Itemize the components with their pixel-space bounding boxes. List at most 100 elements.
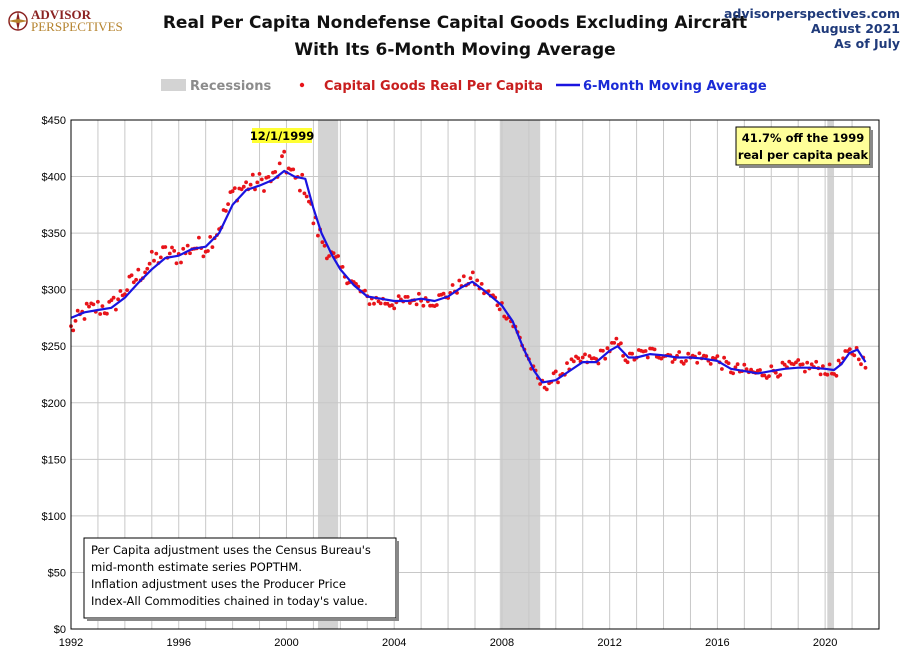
- data-point: [226, 202, 231, 207]
- data-point: [630, 351, 634, 356]
- data-point: [614, 336, 619, 341]
- data-point: [239, 187, 244, 192]
- data-point: [336, 254, 340, 258]
- note-box: [83, 537, 397, 619]
- data-point: [188, 251, 192, 256]
- logo: ADVISOR PERSPECTIVES: [8, 7, 123, 34]
- data-point: [232, 186, 237, 191]
- data-point: [118, 289, 123, 293]
- data-point: [805, 360, 810, 365]
- data-point: [154, 251, 159, 256]
- data-point: [257, 172, 262, 176]
- data-point: [735, 362, 740, 367]
- data-point: [796, 358, 801, 362]
- data-point: [111, 295, 116, 300]
- data-point: [147, 261, 152, 266]
- report-date: August 2021: [811, 21, 900, 36]
- data-point: [244, 180, 249, 185]
- data-point: [495, 303, 500, 308]
- y-tick-label: $350: [42, 228, 66, 240]
- data-point: [84, 301, 89, 306]
- data-point: [704, 354, 709, 359]
- y-tick-label: $150: [42, 454, 66, 466]
- plot-frame: [70, 119, 880, 630]
- data-point: [731, 371, 735, 376]
- data-point: [762, 373, 767, 378]
- data-point: [825, 372, 830, 377]
- callout-line2: real per capita peak: [738, 148, 869, 162]
- data-point: [131, 280, 136, 285]
- data-point: [320, 240, 325, 245]
- data-point: [619, 341, 623, 346]
- data-point: [852, 353, 857, 358]
- data-point: [259, 177, 264, 182]
- data-point: [457, 278, 462, 283]
- data-point: [571, 359, 576, 364]
- compass-icon: [8, 11, 28, 31]
- data-point: [684, 359, 688, 363]
- recession-band-1: [499, 120, 541, 629]
- data-point: [304, 194, 309, 199]
- data-point: [479, 282, 484, 286]
- moving-average-line: [70, 169, 867, 384]
- data-point: [201, 254, 206, 259]
- data-point: [580, 355, 585, 360]
- data-point: [224, 209, 228, 213]
- legend-recession-swatch: [161, 79, 186, 91]
- data-point: [405, 295, 410, 299]
- data-point: [441, 291, 446, 296]
- data-point: [322, 243, 327, 248]
- y-tick-label: $250: [42, 341, 66, 353]
- callout-shadow-bottom: [739, 165, 873, 168]
- data-point: [601, 348, 605, 353]
- y-tick-label: $450: [42, 115, 66, 127]
- data-point: [300, 172, 305, 177]
- x-tick-label: 1996: [166, 637, 190, 649]
- data-point: [291, 167, 296, 172]
- data-point: [230, 189, 235, 194]
- x-tick-label: 2004: [382, 637, 406, 649]
- data-point: [744, 367, 749, 371]
- data-point: [125, 288, 129, 292]
- chart-title-line2: With Its 6-Month Moving Average: [294, 40, 615, 60]
- data-point: [847, 347, 852, 351]
- data-point: [129, 273, 134, 278]
- data-point: [390, 303, 394, 308]
- data-point: [583, 352, 587, 357]
- data-point: [298, 188, 302, 193]
- data-point: [708, 362, 713, 366]
- y-tick-label: $100: [42, 511, 66, 523]
- data-point: [327, 254, 331, 258]
- data-point: [722, 355, 726, 360]
- callout-shadow-right: [870, 130, 873, 168]
- data-point: [814, 359, 819, 364]
- data-point: [720, 367, 724, 371]
- data-point: [181, 246, 186, 251]
- note-line-4: Index-All Commodities chained in today's…: [91, 594, 368, 608]
- data-point: [818, 372, 823, 377]
- data-point: [172, 249, 177, 253]
- data-point: [307, 199, 311, 204]
- data-point: [758, 368, 762, 372]
- chart-title-line1: Real Per Capita Nondefense Capital Goods…: [163, 13, 747, 33]
- data-point: [266, 175, 271, 179]
- site-url: advisorperspectives.com: [724, 6, 900, 21]
- note-line-1: Per Capita adjustment uses the Census Bu…: [91, 543, 371, 557]
- data-point: [681, 361, 686, 366]
- data-point: [803, 369, 807, 374]
- data-point: [605, 346, 610, 351]
- data-point: [210, 245, 215, 250]
- data-point: [643, 349, 648, 353]
- data-point: [726, 361, 731, 366]
- data-point: [116, 297, 120, 302]
- data-point: [396, 294, 401, 298]
- data-point: [538, 382, 542, 386]
- data-point: [152, 258, 156, 263]
- data-point: [556, 380, 560, 385]
- data-point: [145, 266, 150, 271]
- logo-line2: PERSPECTIVES: [31, 19, 123, 34]
- data-point: [282, 149, 287, 154]
- data-point: [587, 354, 592, 358]
- data-point: [87, 304, 91, 309]
